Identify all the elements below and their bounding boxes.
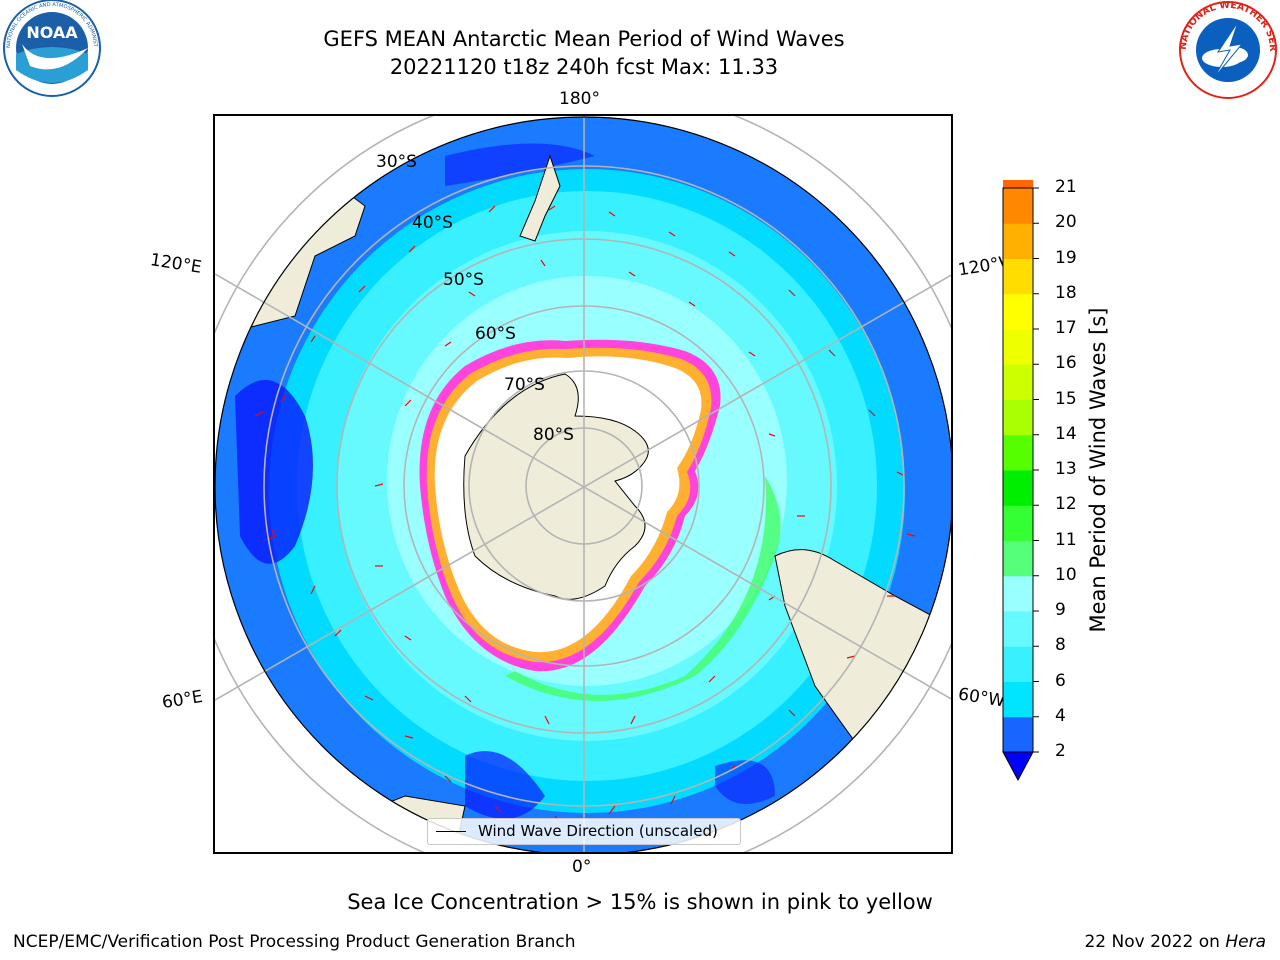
nws-logo: NATIONAL WEATHER SERVICE [1178,0,1278,99]
colorbar-segment [1003,329,1033,365]
credit-right: 22 Nov 2022 on Hera [1084,932,1266,952]
colorbar-tick-label: 14 [1055,423,1077,444]
colorbar-segment [1003,611,1033,647]
colorbar-segment [1003,646,1033,682]
colorbar-tick-label: 2 [1055,741,1066,761]
colorbar-segment [1003,575,1033,612]
noaa-logo: NOAA NATIONAL OCEANIC AND ATMOSPHERIC AD… [0,0,101,97]
colorbar-segment [1003,681,1033,718]
credit-left: NCEP/EMC/Verification Post Processing Pr… [13,932,576,952]
colorbar-tick-label: 21 [1055,177,1077,197]
lat-label-80s: 80°S [533,425,574,445]
colorbar-tick-label: 9 [1055,600,1066,620]
colorbar-tick-label: 15 [1055,388,1077,409]
colorbar-tick-label: 11 [1055,529,1077,550]
colorbar-segment [1003,293,1033,330]
map-panel [213,114,953,854]
colorbar-segment [1003,188,1033,224]
lon-label-0: 0° [572,857,592,877]
colorbar-segment [1003,470,1033,506]
lat-label-40s: 40°S [412,213,453,233]
legend-label: Wind Wave Direction (unscaled) [478,822,718,840]
lat-label-70s: 70°S [504,375,545,395]
caption: Sea Ice Concentration > 15% is shown in … [347,890,933,914]
colorbar-segment [1003,258,1033,295]
colorbar-tick-label: 16 [1055,353,1077,374]
noaa-logo-text: NOAA [26,23,78,42]
colorbar-tick-label: 20 [1055,212,1077,233]
polar-map [215,116,951,852]
graticule [215,116,951,852]
lat-label-60s: 60°S [475,324,516,344]
colorbar-segment [1003,223,1033,259]
colorbar-segment [1003,364,1033,400]
map-legend: Wind Wave Direction (unscaled) [427,818,741,845]
colorbar-segment [1003,399,1033,436]
colorbar-tick-label: 12 [1055,494,1077,515]
colorbar-tick-label: 10 [1055,564,1077,585]
colorbar-tick-label: 17 [1055,318,1077,338]
lat-label-50s: 50°S [443,270,484,290]
colorbar-segment [1003,540,1033,577]
colorbar-label: Mean Period of Wind Waves [s] [1086,307,1110,633]
colorbar-extend-min [1002,751,1034,782]
legend-line-sample [436,831,466,832]
colorbar-tick-label: 4 [1055,705,1066,726]
colorbar-segment [1003,505,1033,541]
colorbar-tick-label: 18 [1055,282,1077,303]
map-title: GEFS MEAN Antarctic Mean Period of Wind … [323,27,845,51]
lon-label-120e: 120°E [148,250,203,278]
lon-label-60e: 60°E [160,686,205,714]
colorbar-segment [1003,180,1033,189]
colorbar [1002,180,1039,782]
ocean-field [215,117,951,852]
map-subtitle: 20221120 t18z 240h fcst Max: 11.33 [389,55,779,79]
credit-host: Hera [1225,932,1266,952]
colorbar-tick-label: 6 [1055,670,1066,691]
lon-label-180: 180° [559,89,600,109]
colorbar-tick-label: 8 [1055,635,1066,656]
colorbar-segment [1003,716,1033,753]
colorbar-tick-label: 13 [1055,459,1077,479]
colorbar-tick-label: 19 [1055,247,1077,268]
lat-label-30s: 30°S [376,152,417,172]
colorbar-segment [1003,434,1033,471]
credit-date: 22 Nov 2022 on [1084,932,1220,952]
